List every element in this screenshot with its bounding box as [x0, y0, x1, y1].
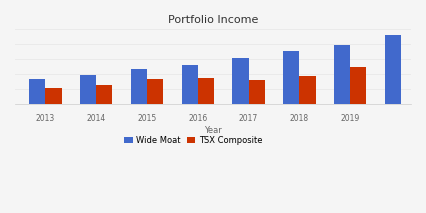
- Bar: [385, 35, 401, 104]
- Bar: [29, 79, 46, 104]
- Bar: [181, 65, 198, 104]
- Bar: [350, 67, 366, 104]
- Bar: [96, 85, 112, 104]
- Bar: [299, 76, 316, 104]
- Title: Portfolio Income: Portfolio Income: [168, 15, 258, 25]
- Bar: [248, 80, 265, 104]
- Bar: [147, 79, 163, 104]
- Bar: [334, 45, 350, 104]
- Legend: Wide Moat, TSX Composite: Wide Moat, TSX Composite: [121, 133, 265, 148]
- Bar: [80, 75, 96, 104]
- Bar: [232, 58, 248, 104]
- X-axis label: Year: Year: [204, 126, 222, 135]
- Bar: [283, 51, 299, 104]
- Bar: [46, 88, 62, 104]
- Bar: [131, 69, 147, 104]
- Bar: [198, 78, 214, 104]
